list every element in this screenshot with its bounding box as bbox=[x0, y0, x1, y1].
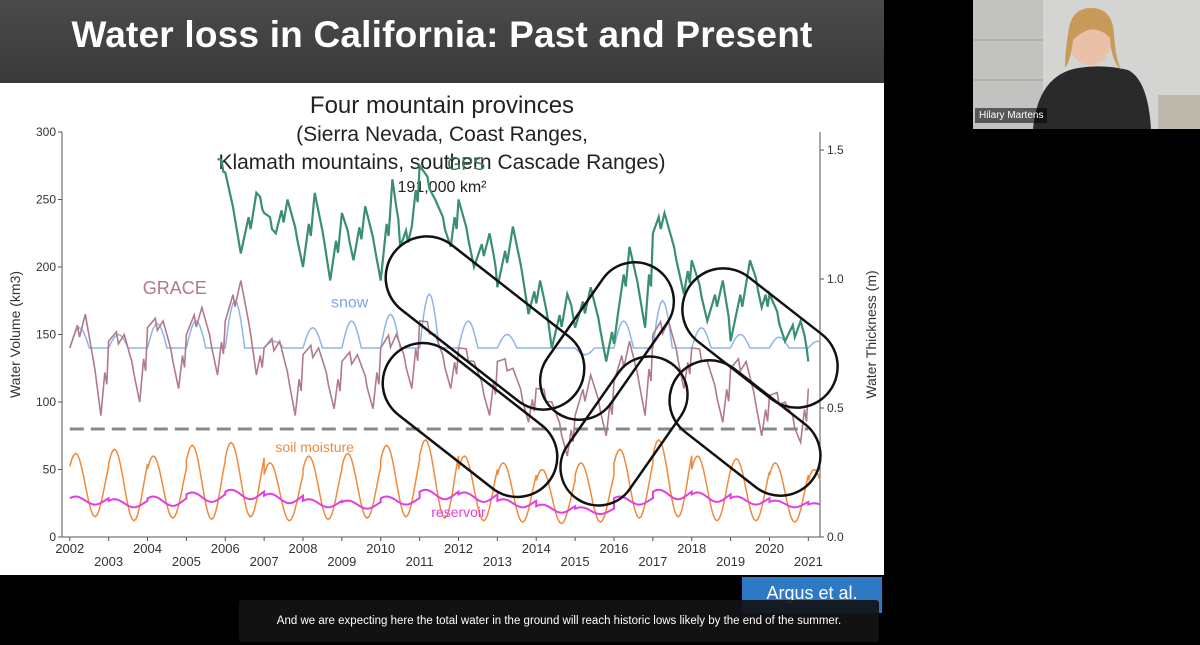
x-tick-label: 2003 bbox=[94, 554, 123, 569]
label-grace: GRACE bbox=[143, 278, 207, 298]
x-tick-label: 2019 bbox=[716, 554, 745, 569]
series-reservoir-line bbox=[69, 488, 821, 516]
highlight-grace-rise bbox=[559, 355, 689, 507]
chart-title-block: Four mountain provinces (Sierra Nevada, … bbox=[0, 91, 884, 199]
highlight-gps-decline-1 bbox=[384, 235, 586, 411]
label-snow: snow bbox=[331, 295, 369, 312]
x-tick-label: 2007 bbox=[250, 554, 279, 569]
chart-subtitle-1: (Sierra Nevada, Coast Ranges, bbox=[296, 123, 588, 146]
y2-axis-label: Water Thickness (m) bbox=[863, 270, 879, 398]
x-tick-label: 2012 bbox=[444, 541, 473, 556]
slide-header: Water loss in California: Past and Prese… bbox=[0, 0, 884, 83]
y-tick-label: 50 bbox=[43, 463, 57, 477]
x-tick-label: 2020 bbox=[755, 541, 784, 556]
participant-video bbox=[973, 0, 1200, 129]
x-tick-label: 2008 bbox=[289, 541, 318, 556]
x-tick-label: 2013 bbox=[483, 554, 512, 569]
series-soil-moisture-line bbox=[69, 438, 821, 525]
x-tick-label: 2004 bbox=[133, 541, 162, 556]
y-tick-label: 150 bbox=[36, 328, 56, 342]
series-gps-line bbox=[217, 157, 810, 362]
series-grace-line bbox=[69, 280, 810, 457]
label-soil-moisture: soil moisture bbox=[275, 439, 354, 455]
y-tick-label: 300 bbox=[36, 125, 56, 139]
y-tick-label: 0 bbox=[49, 530, 56, 544]
slide-title: Water loss in California: Past and Prese… bbox=[71, 14, 813, 55]
water-chart: 0 50 100 150 200 250 300 0.0 0.5 1.0 1.5 2002 2004 20… bbox=[7, 125, 879, 569]
x-tick-label: 2016 bbox=[600, 541, 629, 556]
y2-tick-label: 1.0 bbox=[827, 272, 844, 286]
x-tick-label: 2021 bbox=[794, 554, 823, 569]
y-tick-label: 100 bbox=[36, 395, 56, 409]
participant-name: Hilary Martens bbox=[975, 108, 1048, 123]
highlight-grace-decline-2 bbox=[668, 359, 822, 497]
highlight-gps-rise bbox=[538, 261, 676, 421]
x-tick-label: 2006 bbox=[211, 541, 240, 556]
x-tick-label: 2018 bbox=[677, 541, 706, 556]
x-tick-label: 2015 bbox=[561, 554, 590, 569]
y2-tick-label: 1.5 bbox=[827, 143, 844, 157]
y-axis-label: Water Volume (km3) bbox=[7, 271, 23, 398]
x-tick-label: 2017 bbox=[638, 554, 667, 569]
x-tick-label: 2002 bbox=[55, 541, 84, 556]
highlight-gps-decline-2 bbox=[681, 267, 839, 409]
chart-title: Four mountain provinces bbox=[309, 92, 575, 119]
y2-tick-label: 0.0 bbox=[827, 530, 844, 544]
x-tick-label: 2014 bbox=[522, 541, 551, 556]
y-tick-label: 200 bbox=[36, 260, 56, 274]
series-snow-line bbox=[69, 292, 821, 356]
live-caption: And we are expecting here the total wate… bbox=[239, 600, 879, 642]
label-gps: GPS bbox=[447, 154, 485, 174]
chart-subtitle-2: Klamath mountains, southern Cascade Rang… bbox=[218, 151, 666, 174]
highlight-grace-decline-1 bbox=[381, 341, 559, 499]
participant-video-tile[interactable]: Hilary Martens bbox=[973, 0, 1200, 129]
x-tick-label: 2011 bbox=[406, 554, 434, 569]
slide: Water loss in California: Past and Prese… bbox=[0, 0, 884, 613]
y-tick-label: 250 bbox=[36, 193, 56, 207]
x-tick-label: 2005 bbox=[172, 554, 201, 569]
x-tick-label: 2010 bbox=[366, 541, 395, 556]
x-tick-label: 2009 bbox=[327, 554, 356, 569]
y2-tick-label: 0.5 bbox=[827, 401, 844, 415]
label-reservoir: reservoir bbox=[431, 504, 486, 520]
